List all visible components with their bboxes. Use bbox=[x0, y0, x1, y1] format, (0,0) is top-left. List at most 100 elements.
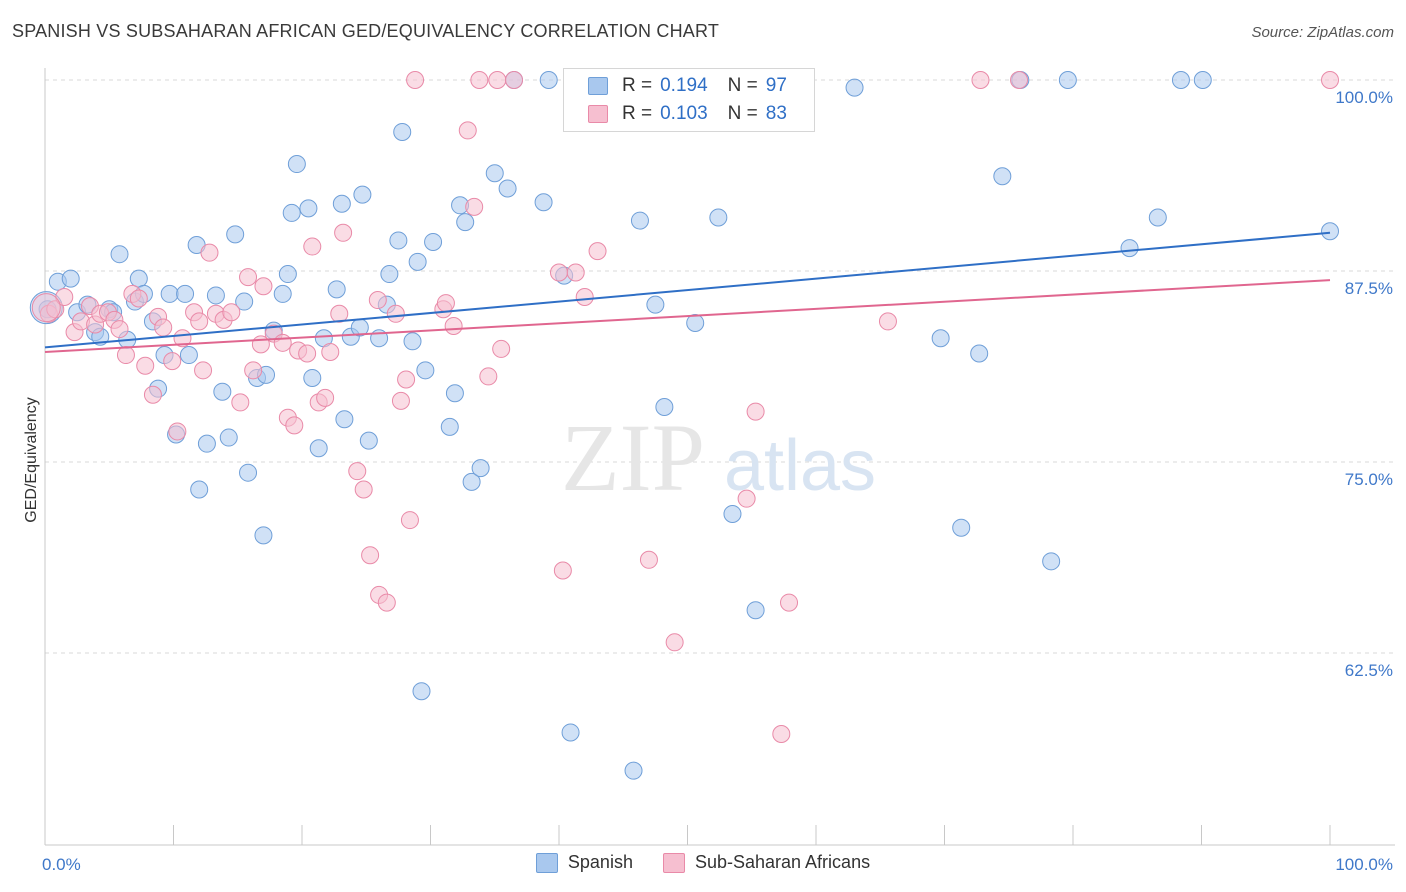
spanish-point bbox=[389, 231, 408, 250]
subsaharan-point bbox=[303, 237, 322, 256]
y-tick-label: 87.5% bbox=[1345, 279, 1393, 298]
spanish-point bbox=[190, 480, 209, 499]
subsaharan-point bbox=[163, 352, 182, 371]
legend-swatch-subsaharan bbox=[662, 852, 685, 873]
legend-swatch-spanish bbox=[588, 77, 608, 95]
subsaharan-point bbox=[397, 370, 416, 389]
subsaharan-point bbox=[168, 422, 187, 441]
spanish-point bbox=[303, 368, 322, 387]
spanish-point bbox=[630, 211, 649, 230]
legend-r-value: 0.103 bbox=[660, 103, 708, 124]
y-tick-label: 75.0% bbox=[1345, 470, 1393, 489]
spanish-point bbox=[709, 208, 728, 227]
spanish-point bbox=[160, 284, 179, 303]
spanish-point bbox=[1171, 71, 1190, 89]
series-1 bbox=[31, 71, 1339, 743]
subsaharan-point bbox=[465, 197, 484, 216]
spanish-point bbox=[746, 601, 765, 620]
legend-r-value: 0.194 bbox=[660, 75, 708, 96]
spanish-point bbox=[287, 155, 306, 174]
spanish-point bbox=[197, 434, 216, 453]
spanish-point bbox=[686, 313, 705, 332]
spanish-point bbox=[206, 286, 225, 305]
spanish-point bbox=[462, 472, 481, 491]
subsaharan-point bbox=[354, 480, 373, 499]
spanish-point bbox=[485, 164, 504, 183]
spanish-point bbox=[539, 71, 558, 89]
subsaharan-point bbox=[479, 367, 498, 386]
subsaharan-point bbox=[436, 294, 455, 313]
spanish-point bbox=[408, 252, 427, 271]
spanish-point bbox=[359, 431, 378, 450]
legend-n-label: N = bbox=[727, 75, 758, 96]
legend-row-spanish: R = 0.194 N = 97 bbox=[588, 73, 787, 99]
subsaharan-point bbox=[566, 263, 585, 282]
subsaharan-point bbox=[550, 263, 568, 282]
chart-source: Source: ZipAtlas.com bbox=[1251, 24, 1394, 41]
subsaharan-point bbox=[285, 416, 304, 435]
subsaharan-point bbox=[1321, 71, 1339, 89]
legend-item-spanish[interactable]: Spanish bbox=[535, 852, 633, 873]
spanish-point bbox=[624, 761, 643, 780]
spanish-point bbox=[1058, 71, 1077, 89]
spanish-point bbox=[278, 265, 297, 284]
subsaharan-point bbox=[321, 342, 340, 361]
subsaharan-point bbox=[231, 393, 250, 412]
spanish-point bbox=[393, 122, 412, 141]
subsaharan-point bbox=[488, 71, 507, 89]
subsaharan-point bbox=[458, 121, 477, 140]
spanish-point bbox=[931, 329, 950, 348]
stats-legend: R = 0.194 N = 97 R = 0.103 N = 83 bbox=[563, 68, 815, 132]
subsaharan-point bbox=[316, 388, 335, 407]
subsaharan-point bbox=[190, 312, 209, 331]
subsaharan-point bbox=[136, 356, 155, 375]
spanish-point bbox=[723, 504, 742, 523]
spanish-point bbox=[110, 245, 129, 264]
subsaharan-point bbox=[746, 402, 765, 421]
spanish-point bbox=[845, 78, 864, 97]
spanish-point bbox=[456, 213, 475, 232]
legend-r-label: R = bbox=[622, 75, 653, 96]
spanish-point bbox=[424, 232, 443, 251]
subsaharan-point bbox=[971, 71, 990, 89]
spanish-point bbox=[445, 384, 464, 403]
subsaharan-point bbox=[110, 320, 129, 339]
subsaharan-point bbox=[129, 289, 148, 308]
spanish-point bbox=[226, 225, 245, 244]
spanish-point bbox=[471, 459, 490, 478]
spanish-point bbox=[254, 526, 273, 545]
spanish-point bbox=[213, 382, 232, 401]
x-tick-label-min: 0.0% bbox=[42, 855, 81, 874]
watermark: ZIP atlas bbox=[561, 404, 876, 511]
spanish-point bbox=[1193, 71, 1212, 89]
subsaharan-point bbox=[254, 277, 273, 296]
subsaharan-point bbox=[406, 71, 425, 89]
spanish-point bbox=[353, 185, 372, 204]
spanish-point bbox=[498, 179, 517, 198]
spanish-point bbox=[655, 397, 674, 416]
subsaharan-point bbox=[639, 550, 658, 569]
series-legend: Spanish Sub-Saharan Africans bbox=[0, 852, 1406, 873]
subsaharan-point bbox=[330, 304, 349, 323]
spanish-point bbox=[1148, 208, 1167, 227]
subsaharan-point bbox=[553, 561, 572, 580]
spanish-point bbox=[412, 682, 431, 701]
spanish-point bbox=[1042, 552, 1061, 571]
subsaharan-point bbox=[492, 339, 511, 358]
spanish-point bbox=[534, 193, 553, 212]
spanish-point bbox=[176, 284, 195, 303]
legend-n-value: 83 bbox=[765, 103, 787, 124]
spanish-point bbox=[327, 280, 346, 299]
legend-r-label: R = bbox=[622, 103, 653, 124]
subsaharan-point bbox=[361, 546, 380, 565]
subsaharan-point bbox=[386, 304, 405, 323]
legend-swatch-subsaharan bbox=[588, 105, 608, 123]
legend-row-subsaharan: R = 0.103 N = 83 bbox=[588, 101, 787, 127]
subsaharan-trend-line bbox=[44, 279, 1331, 353]
spanish-point bbox=[970, 344, 989, 363]
legend-item-subsaharan[interactable]: Sub-Saharan Africans bbox=[662, 852, 870, 873]
chart-title: SPANISH VS SUBSAHARAN AFRICAN GED/EQUIVA… bbox=[12, 21, 720, 41]
spanish-point bbox=[993, 167, 1012, 186]
subsaharan-point bbox=[348, 462, 367, 481]
subsaharan-point bbox=[31, 293, 61, 323]
